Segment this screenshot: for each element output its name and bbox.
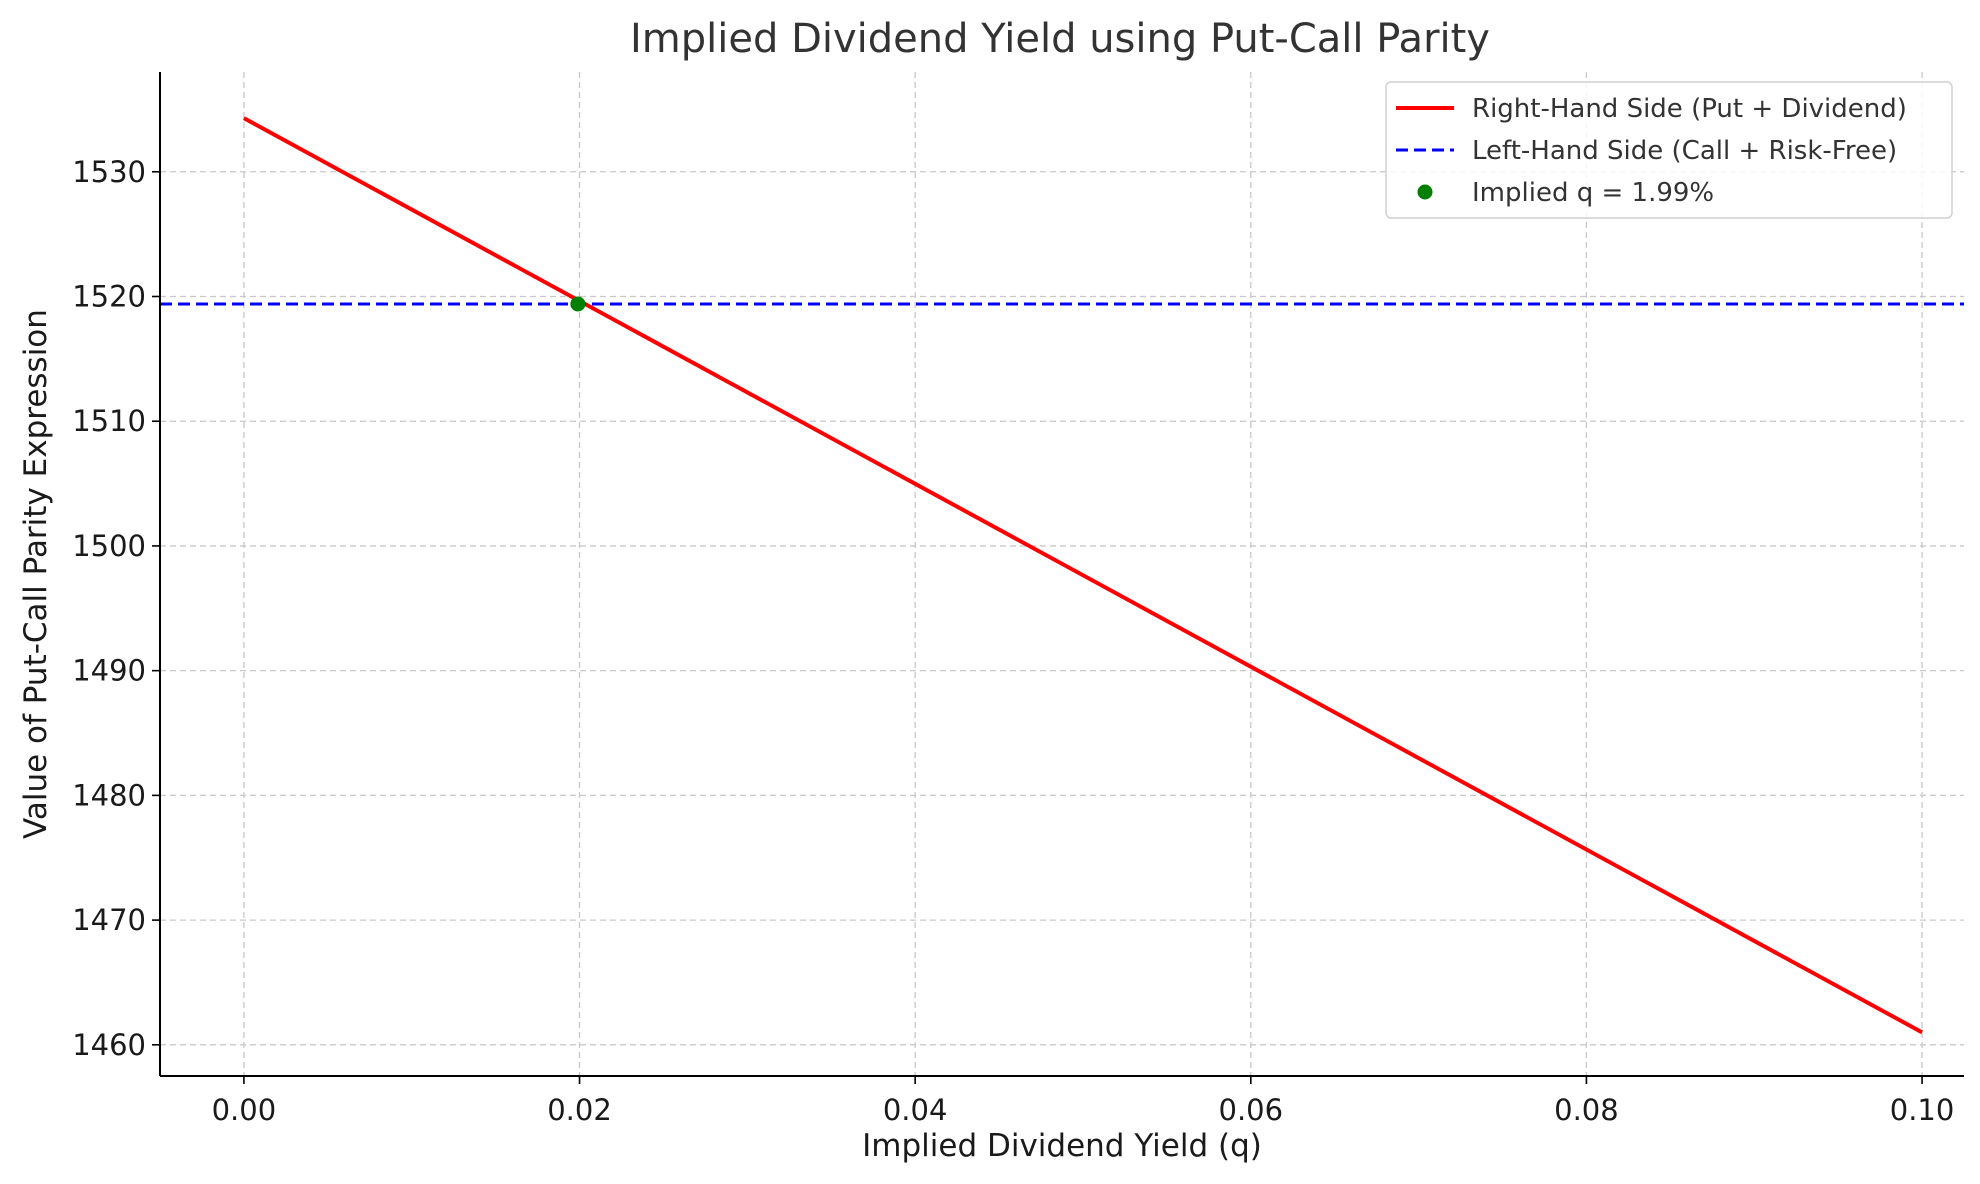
y-tick-label: 1510 <box>72 404 146 438</box>
x-tick-label: 0.02 <box>547 1093 612 1127</box>
legend: Right-Hand Side (Put + Dividend) Left-Ha… <box>1385 81 1953 219</box>
y-tick-label: 1460 <box>72 1028 146 1062</box>
y-axis-label: Value of Put-Call Parity Expression <box>18 309 54 839</box>
y-tick-label: 1470 <box>72 903 146 937</box>
legend-frame <box>1385 81 1953 219</box>
y-tick-label: 1480 <box>72 778 146 812</box>
x-tick-label: 0.06 <box>1219 1093 1284 1127</box>
legend-label-rhs: Right-Hand Side (Put + Dividend) <box>1472 94 1907 124</box>
x-tick-label: 0.04 <box>883 1093 948 1127</box>
y-tick-label: 1530 <box>72 155 146 189</box>
x-axis-label: Implied Dividend Yield (q) <box>862 1128 1262 1164</box>
y-tick-label: 1500 <box>72 529 146 563</box>
legend-marker-implied-q <box>1417 184 1433 200</box>
series-line-rhs <box>242 116 1924 1035</box>
y-tick-label: 1520 <box>72 279 146 313</box>
chart-title: Implied Dividend Yield using Put-Call Pa… <box>630 16 1490 62</box>
implied-q-point <box>570 296 586 312</box>
legend-label-lhs: Left-Hand Side (Call + Risk-Free) <box>1472 136 1897 166</box>
y-tick-label: 1490 <box>72 654 146 688</box>
x-tick-label: 0.00 <box>212 1093 277 1127</box>
legend-label-implied-q: Implied q = 1.99% <box>1472 178 1714 208</box>
x-axis-ticks: 0.00 0.02 0.04 0.06 0.08 0.10 <box>212 1076 1955 1127</box>
series-layer <box>160 116 1964 1035</box>
y-axis-ticks: 1460 1470 1480 1490 1500 1510 1520 1530 <box>72 155 160 1062</box>
x-tick-label: 0.08 <box>1554 1093 1619 1127</box>
x-tick-label: 0.10 <box>1890 1093 1955 1127</box>
